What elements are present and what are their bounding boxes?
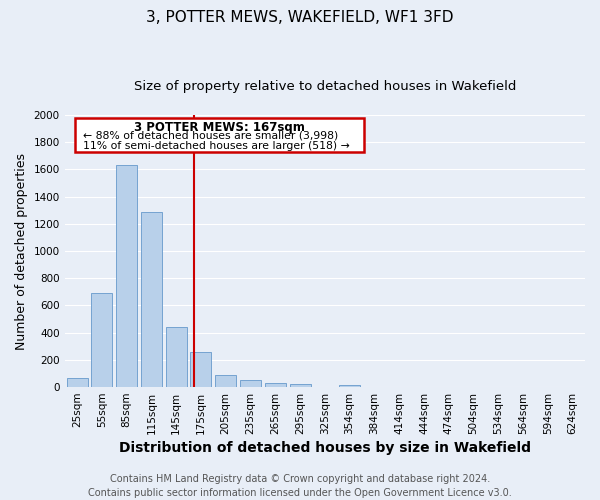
FancyBboxPatch shape (75, 118, 364, 152)
Text: 3, POTTER MEWS, WAKEFIELD, WF1 3FD: 3, POTTER MEWS, WAKEFIELD, WF1 3FD (146, 10, 454, 25)
Text: 3 POTTER MEWS: 167sqm: 3 POTTER MEWS: 167sqm (134, 121, 305, 134)
Bar (166, 327, 187, 387)
Text: Contains HM Land Registry data © Crown copyright and database right 2024.
Contai: Contains HM Land Registry data © Crown c… (88, 474, 512, 498)
Bar (339, 385, 360, 387)
Y-axis label: Number of detached properties: Number of detached properties (15, 152, 28, 350)
X-axis label: Distribution of detached houses by size in Wakefield: Distribution of detached houses by size … (119, 441, 531, 455)
Bar (91, 292, 112, 387)
Title: Size of property relative to detached houses in Wakefield: Size of property relative to detached ho… (134, 80, 516, 93)
Bar (141, 212, 162, 387)
Bar (265, 383, 286, 387)
Bar (116, 164, 137, 387)
Bar (67, 378, 88, 387)
Text: ← 88% of detached houses are smaller (3,998): ← 88% of detached houses are smaller (3,… (83, 131, 338, 141)
Bar (290, 384, 311, 387)
Bar (240, 380, 261, 387)
Bar (190, 352, 211, 387)
Bar (215, 375, 236, 387)
Text: 11% of semi-detached houses are larger (518) →: 11% of semi-detached houses are larger (… (83, 141, 350, 151)
